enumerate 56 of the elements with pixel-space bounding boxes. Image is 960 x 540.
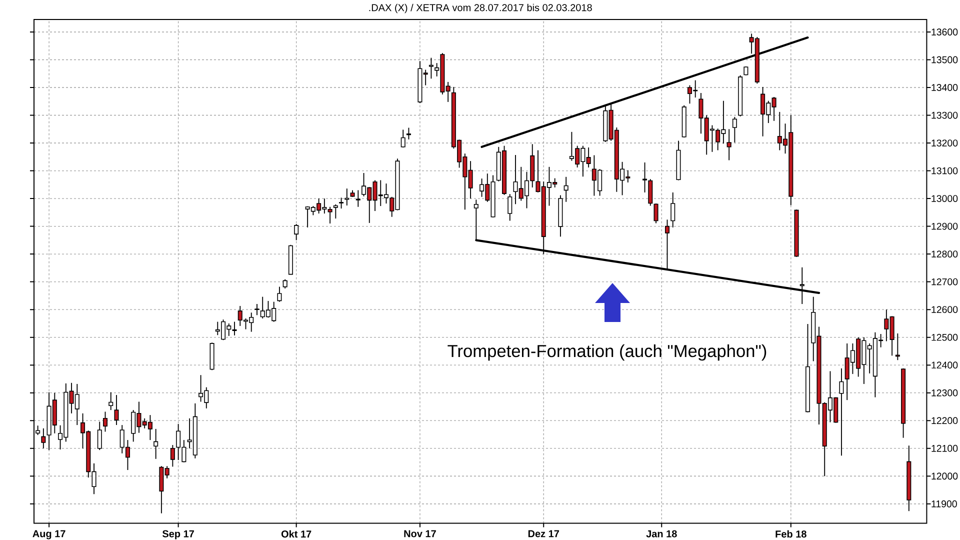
candlestick <box>339 197 344 209</box>
candlestick <box>895 332 900 361</box>
y-tick-label: 12500 <box>932 334 958 341</box>
candlestick <box>277 286 282 302</box>
candlestick <box>428 57 434 80</box>
candlestick <box>170 444 175 468</box>
candlestick <box>154 428 158 460</box>
candlestick <box>254 304 260 316</box>
candlestick <box>114 394 119 426</box>
y-tick-label: 12900 <box>932 222 958 230</box>
candlestick <box>97 421 102 450</box>
y-tick-label: 11900 <box>932 500 957 508</box>
candlestick <box>726 128 732 161</box>
x-tick-label: Aug 17 <box>32 530 66 540</box>
y-tick-label: 13200 <box>932 140 958 146</box>
candlestick <box>333 204 338 219</box>
chart-title: .DAX (X) / XETRA vom 28.07.2017 bis 02.03.2018 <box>369 4 592 14</box>
y-tick-label: 12000 <box>932 472 958 480</box>
candlestick <box>406 127 411 140</box>
candlestick <box>282 278 288 289</box>
candlestick <box>732 116 737 143</box>
y-tick-label: 12100 <box>932 444 958 452</box>
y-tick-label: 13600 <box>932 28 958 36</box>
y-tick-label: 12300 <box>932 389 958 396</box>
y-tick-label: 13000 <box>932 195 958 202</box>
annotation: Trompeten-Formation (auch "Megaphon") <box>448 344 766 361</box>
candlestick <box>108 392 114 411</box>
y-tick-label: 12800 <box>932 250 958 258</box>
y-tick-label: 12400 <box>932 362 958 369</box>
candlestick <box>642 162 648 193</box>
x-tick-label: Feb 18 <box>776 530 806 538</box>
candlestick <box>564 176 568 202</box>
candlestick <box>294 224 299 241</box>
x-tick-label: Jan 18 <box>646 530 677 538</box>
candlestick <box>344 188 350 206</box>
y-tick-label: 12600 <box>932 306 958 314</box>
y-tick-label: 12700 <box>932 278 958 286</box>
y-tick-label: 13100 <box>932 167 958 174</box>
x-tick-label: Nov 17 <box>404 530 436 538</box>
candlestick <box>102 411 108 432</box>
candlestick <box>508 194 512 222</box>
candlestick <box>356 190 360 208</box>
candlestick <box>232 321 237 336</box>
candlestick <box>654 203 658 224</box>
candlestick <box>839 368 844 456</box>
x-tick-label: Dez 17 <box>528 530 559 538</box>
candlestick <box>400 129 406 148</box>
y-tick-label: 13400 <box>932 84 958 91</box>
x-tick-label: Sep 17 <box>162 530 194 540</box>
x-tick-label: Okt 17 <box>281 530 312 538</box>
y-tick-label: 13300 <box>932 112 958 119</box>
candlestick <box>648 178 653 206</box>
candlestick <box>670 192 676 228</box>
candlestick <box>41 428 46 449</box>
y-tick-label: 13500 <box>932 56 958 64</box>
y-tick-label: 12200 <box>932 417 958 424</box>
